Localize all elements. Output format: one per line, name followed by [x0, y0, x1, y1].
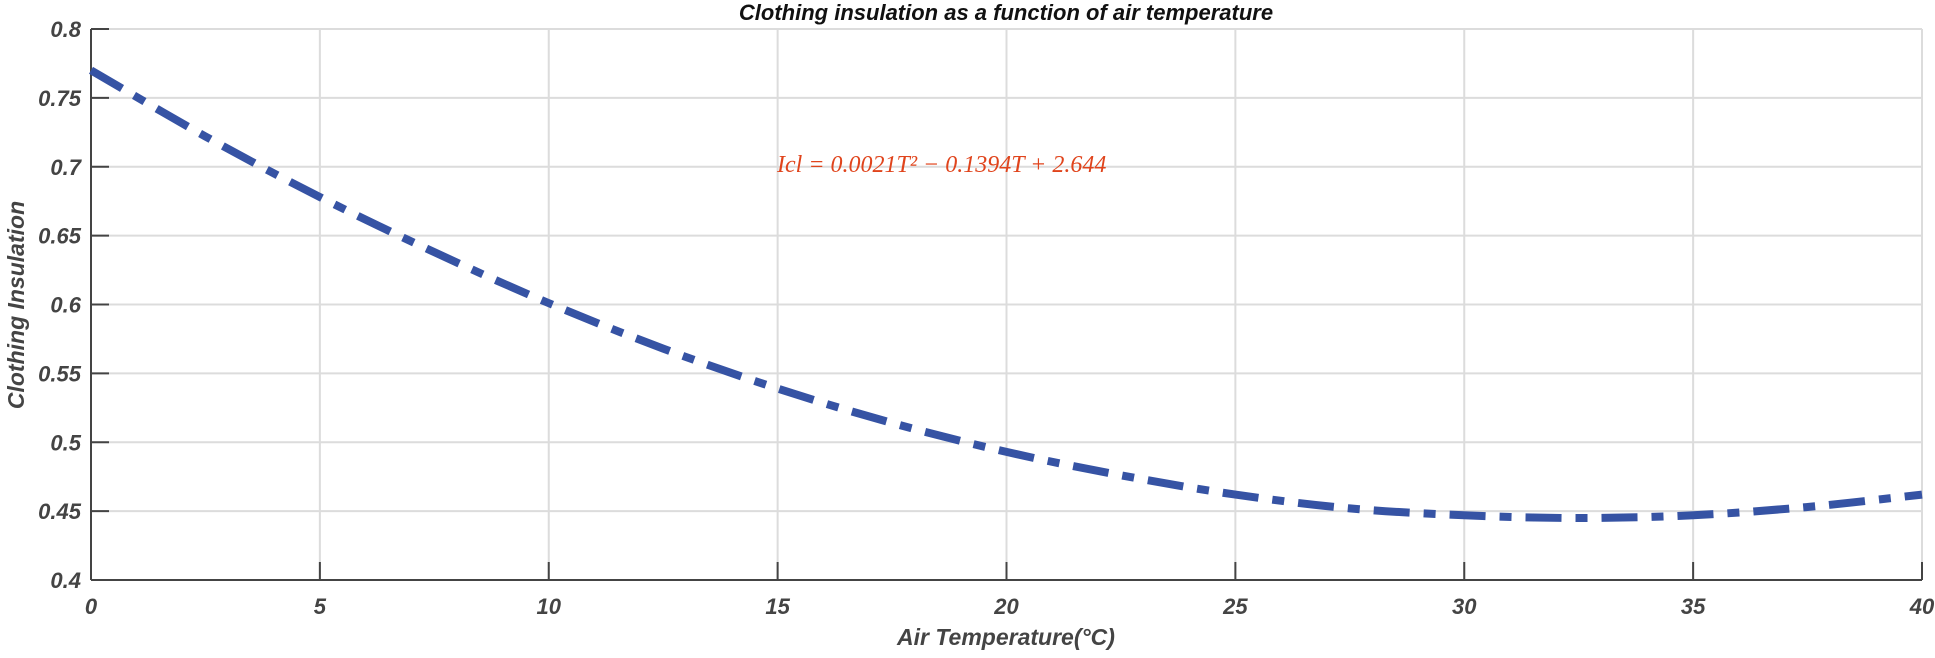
- y-tick-label: 0.45: [38, 499, 82, 524]
- equation-annotation: Icl = 0.0021T² − 0.1394T + 2.644: [776, 152, 1106, 178]
- x-tick-label: 30: [1452, 594, 1477, 619]
- series-line-icl: [88, 66, 1923, 523]
- x-tick-label: 35: [1681, 594, 1706, 619]
- y-tick-label: 0.8: [50, 17, 81, 42]
- x-tick-label: 25: [1222, 594, 1248, 619]
- x-tick-label: 15: [765, 594, 790, 619]
- y-tick-label: 0.5: [50, 430, 81, 455]
- y-tick-label: 0.65: [38, 224, 82, 249]
- chart-title: Clothing insulation as a function of air…: [739, 0, 1273, 25]
- y-tick-label: 0.7: [50, 155, 82, 180]
- x-tick-label: 20: [993, 594, 1019, 619]
- x-tick-label: 40: [1909, 594, 1935, 619]
- y-tick-label: 0.4: [50, 568, 81, 593]
- grid: [90, 28, 1923, 581]
- x-tick-label: 5: [314, 594, 327, 619]
- x-tick-label: 10: [537, 594, 562, 619]
- tick-labels: 0 5 10 15 20 25 30 35 40 0.4 0.45 0.5 0.55 0.6 0.65 0.7…: [38, 17, 1935, 619]
- y-tick-label: 0.6: [50, 293, 81, 318]
- y-axis-label: Clothing Insulation: [3, 201, 29, 409]
- x-tick-label: 0: [85, 594, 98, 619]
- x-axis-label: Air Temperature(°C): [896, 624, 1115, 650]
- y-tick-label: 0.55: [38, 361, 82, 386]
- y-tick-label: 0.75: [38, 86, 82, 111]
- axes: [90, 28, 1923, 581]
